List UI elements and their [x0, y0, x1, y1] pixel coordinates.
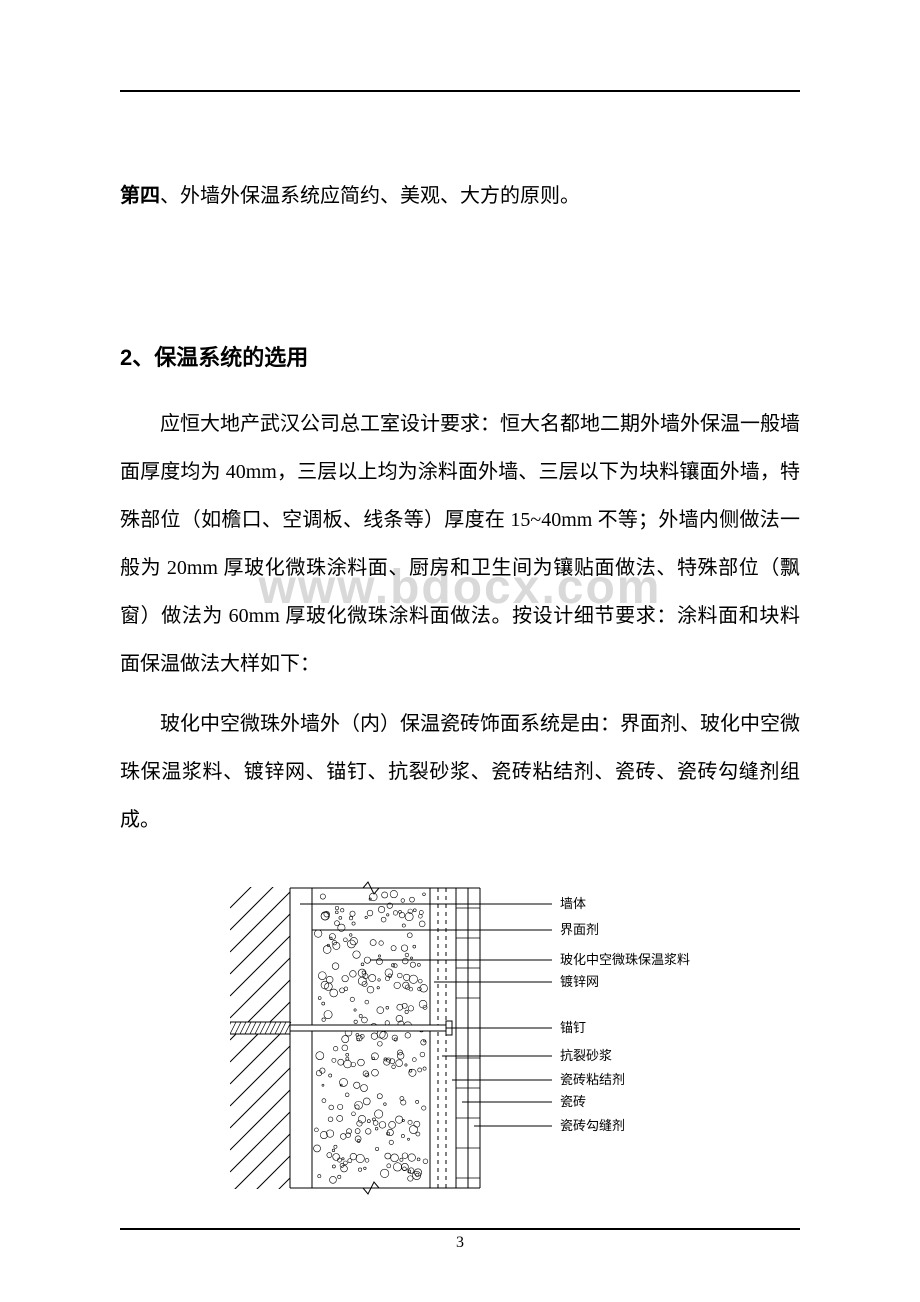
paragraph-principle: 第四、外墙外保温系统应简约、美观、大方的原则。 — [120, 172, 800, 220]
svg-text:抗裂砂浆: 抗裂砂浆 — [560, 1048, 612, 1063]
svg-text:瓷砖勾缝剂: 瓷砖勾缝剂 — [560, 1118, 625, 1133]
paragraph-spec: 应恒大地产武汉公司总工室设计要求：恒大名都地二期外墙外保温一般墙面厚度均为 40… — [120, 400, 800, 688]
svg-text:镀锌网: 镀锌网 — [560, 974, 599, 989]
wall-section-diagram: 墙体界面剂玻化中空微珠保温浆料镀锌网锚钉抗裂砂浆瓷砖粘结剂瓷砖瓷砖勾缝剂 — [230, 868, 690, 1198]
diagram-wrap: 墙体界面剂玻化中空微珠保温浆料镀锌网锚钉抗裂砂浆瓷砖粘结剂瓷砖瓷砖勾缝剂 — [120, 868, 800, 1198]
line1-rest: 、外墙外保温系统应简约、美观、大方的原则。 — [160, 185, 580, 207]
section-heading: 2、保温系统的选用 — [120, 340, 800, 372]
paragraph-composition: 玻化中空微珠外墙外（内）保温瓷砖饰面系统是由：界面剂、玻化中空微珠保温浆料、镀锌… — [120, 700, 800, 844]
svg-text:玻化中空微珠保温浆料: 玻化中空微珠保温浆料 — [560, 952, 690, 967]
svg-text:瓷砖粘结剂: 瓷砖粘结剂 — [560, 1072, 625, 1087]
svg-text:瓷砖: 瓷砖 — [560, 1094, 586, 1109]
footer: 3 — [120, 1228, 800, 1252]
page-number: 3 — [120, 1234, 800, 1252]
svg-text:锚钉: 锚钉 — [560, 1020, 586, 1035]
top-rule — [120, 90, 800, 92]
line1-bold: 第四 — [120, 185, 160, 207]
svg-text:墙体: 墙体 — [560, 896, 586, 911]
bottom-rule — [120, 1228, 800, 1230]
content: 第四、外墙外保温系统应简约、美观、大方的原则。 2、保温系统的选用 应恒大地产武… — [120, 172, 800, 1198]
svg-text:界面剂: 界面剂 — [560, 922, 599, 937]
